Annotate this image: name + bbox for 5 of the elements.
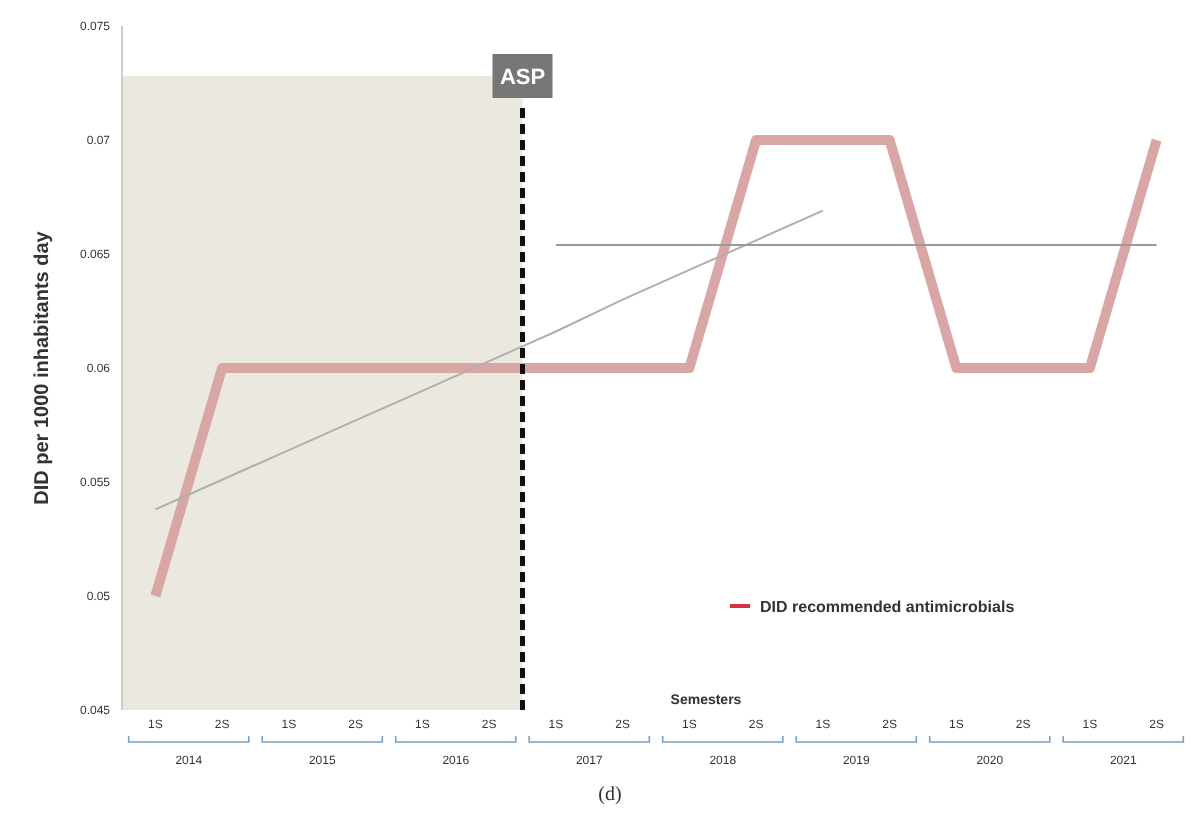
- text: (d): [598, 784, 622, 806]
- text: DID recommended antimicrobials: [760, 597, 1016, 616]
- y-axis-title: DID per 1000 inhabitants day: [32, 230, 54, 505]
- line-series: [154, 209, 824, 511]
- annotation: ASP: [499, 66, 546, 90]
